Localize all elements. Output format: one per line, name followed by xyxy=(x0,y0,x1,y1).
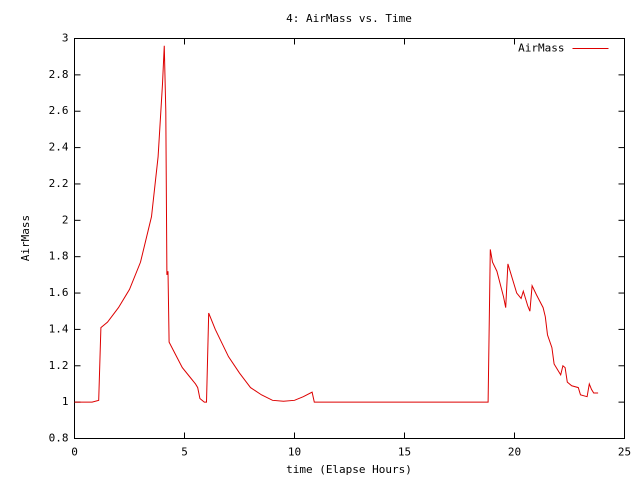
legend-label: AirMass xyxy=(518,42,564,55)
data-line xyxy=(74,45,599,403)
y-tick-label: 2.8 xyxy=(49,68,69,81)
x-tick-label: 0 xyxy=(71,446,78,459)
plot-frame xyxy=(74,38,625,439)
y-tick-label: 2.2 xyxy=(49,177,69,190)
y-tick-label: 2.6 xyxy=(49,104,69,117)
x-tick-label: 25 xyxy=(618,446,631,459)
y-tick-label: 3 xyxy=(62,32,69,45)
y-tick-label: 1.4 xyxy=(49,322,69,335)
y-axis-label: AirMass xyxy=(19,215,32,261)
x-tick-label: 20 xyxy=(508,446,521,459)
chart-title: 4: AirMass vs. Time xyxy=(286,12,412,25)
y-tick-label: 1.6 xyxy=(49,286,69,299)
x-tick-label: 10 xyxy=(288,446,301,459)
y-tick-label: 0.8 xyxy=(49,432,69,445)
x-tick-label: 15 xyxy=(398,446,411,459)
y-tick-label: 1.8 xyxy=(49,250,69,263)
y-tick-label: 1 xyxy=(62,395,69,408)
x-tick-label: 5 xyxy=(181,446,188,459)
x-axis-label: time (Elapse Hours) xyxy=(286,463,412,476)
y-tick-label: 1.2 xyxy=(49,359,69,372)
y-tick-label: 2.4 xyxy=(49,141,69,154)
y-tick-label: 2 xyxy=(62,213,69,226)
